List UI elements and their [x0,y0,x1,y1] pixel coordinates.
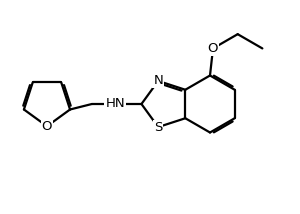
Text: O: O [208,42,218,55]
Text: N: N [153,74,163,88]
Text: S: S [154,120,162,134]
Text: O: O [42,120,52,133]
Text: HN: HN [105,98,125,110]
